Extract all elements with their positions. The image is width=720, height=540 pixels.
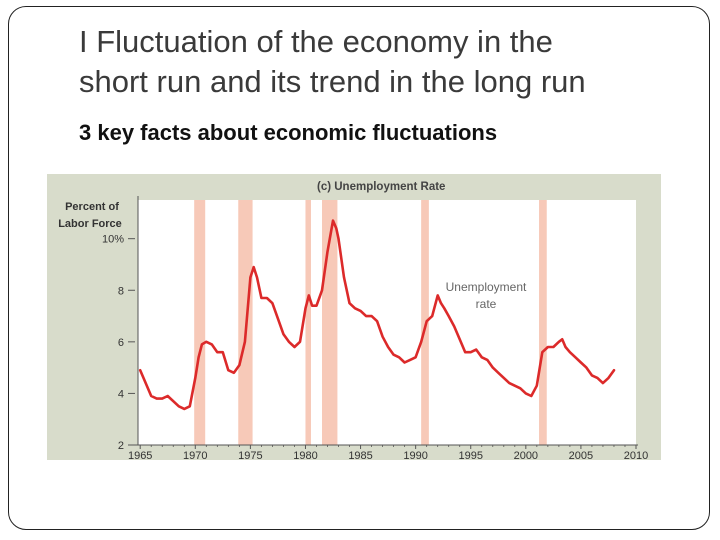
slide-title: I Fluctuation of the economy in the shor… [79, 22, 699, 102]
x-tick-label-1970: 1970 [183, 450, 207, 460]
x-tick-label-1990: 1990 [403, 450, 427, 460]
chart-svg: (c) Unemployment Rate Percent of Labor F… [47, 174, 661, 462]
x-tick-label-1985: 1985 [348, 450, 372, 460]
plot-area [138, 200, 636, 445]
y-tick-label-4: 4 [118, 388, 124, 400]
y-tick-label-8: 8 [118, 285, 124, 297]
x-tick-label-1980: 1980 [293, 450, 317, 460]
chart-title: (c) Unemployment Rate [317, 181, 445, 193]
axes: 2 4 6 8 10% 1965 1970 1975 1980 1985 1990 1995 2000 2… [102, 196, 648, 462]
title-line-2: short run and its trend in the long run [79, 64, 586, 99]
series-label-line-2: rate [476, 297, 497, 311]
recession-band-1 [194, 200, 206, 445]
x-tick-label-1995: 1995 [458, 450, 482, 460]
y-tick-label-6: 6 [118, 337, 124, 349]
unemployment-rate-line [138, 219, 616, 411]
y-tick-label-2: 2 [118, 440, 124, 452]
x-tick-label-1975: 1975 [238, 450, 262, 460]
y-axis-label-line-2: Labor Force [58, 218, 122, 230]
series-label-line-1: Unemployment [446, 280, 527, 294]
recession-band-6 [539, 200, 547, 445]
y-axis-label-line-1: Percent of [65, 201, 119, 213]
y-tick-label-10: 10% [102, 234, 124, 246]
x-tick-label-2005: 2005 [569, 450, 593, 460]
x-tick-label-2010: 2010 [624, 450, 648, 460]
x-tick-label-2000: 2000 [514, 450, 538, 460]
slide-subtitle: 3 key facts about economic fluctuations [79, 120, 498, 145]
recession-band-3 [305, 200, 311, 445]
unemployment-chart: (c) Unemployment Rate Percent of Labor F… [47, 174, 661, 462]
x-tick-label-1965: 1965 [128, 450, 152, 460]
title-line-1: I Fluctuation of the economy in the [79, 24, 553, 59]
